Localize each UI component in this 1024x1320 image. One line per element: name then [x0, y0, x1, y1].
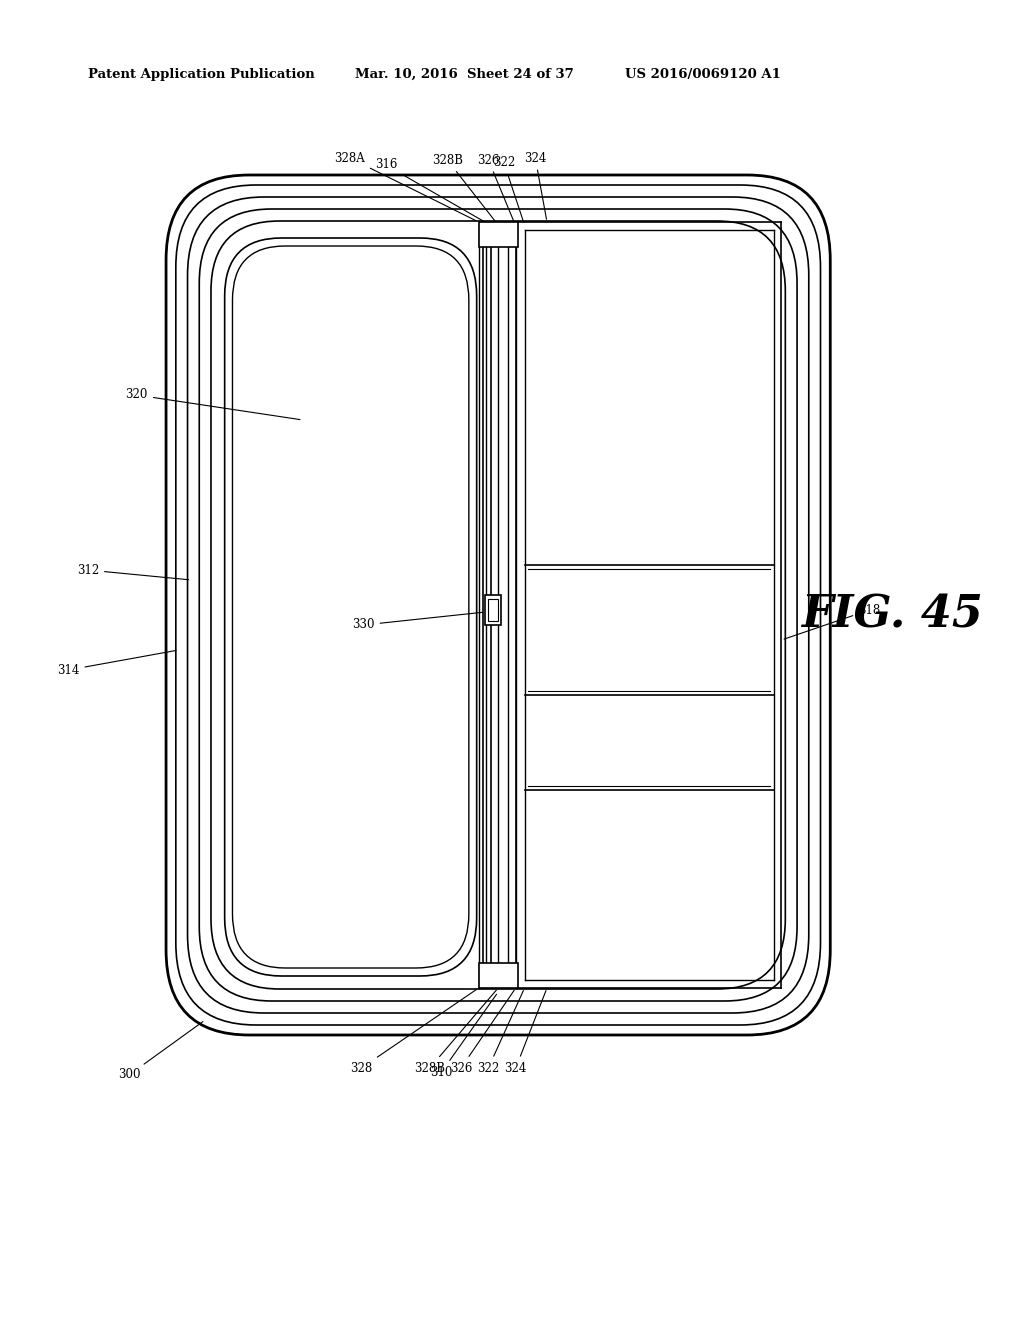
Text: 330: 330 — [352, 612, 482, 631]
Text: 300: 300 — [118, 1022, 203, 1081]
Text: 328A: 328A — [334, 152, 476, 220]
Text: 310: 310 — [430, 994, 497, 1078]
Text: Mar. 10, 2016  Sheet 24 of 37: Mar. 10, 2016 Sheet 24 of 37 — [354, 69, 573, 81]
Text: 316: 316 — [375, 158, 486, 223]
Bar — [478, 964, 518, 987]
Text: US 2016/0069120 A1: US 2016/0069120 A1 — [625, 69, 781, 81]
Text: Patent Application Publication: Patent Application Publication — [88, 69, 314, 81]
Text: 314: 314 — [57, 651, 176, 676]
Text: 328B: 328B — [415, 990, 497, 1074]
Text: 320: 320 — [126, 388, 300, 420]
Bar — [485, 595, 501, 624]
Text: 326: 326 — [450, 990, 514, 1074]
Text: 324: 324 — [524, 152, 547, 219]
Text: FIG. 45: FIG. 45 — [801, 594, 983, 636]
Text: 328: 328 — [350, 990, 476, 1074]
Bar — [488, 599, 498, 620]
Text: 328B: 328B — [432, 153, 497, 223]
Bar — [478, 222, 518, 247]
Text: 326: 326 — [477, 153, 515, 223]
Text: 312: 312 — [77, 564, 188, 579]
Text: 322: 322 — [493, 157, 523, 222]
Text: 324: 324 — [505, 990, 546, 1074]
Text: 322: 322 — [477, 990, 523, 1074]
Text: 318: 318 — [784, 603, 881, 639]
